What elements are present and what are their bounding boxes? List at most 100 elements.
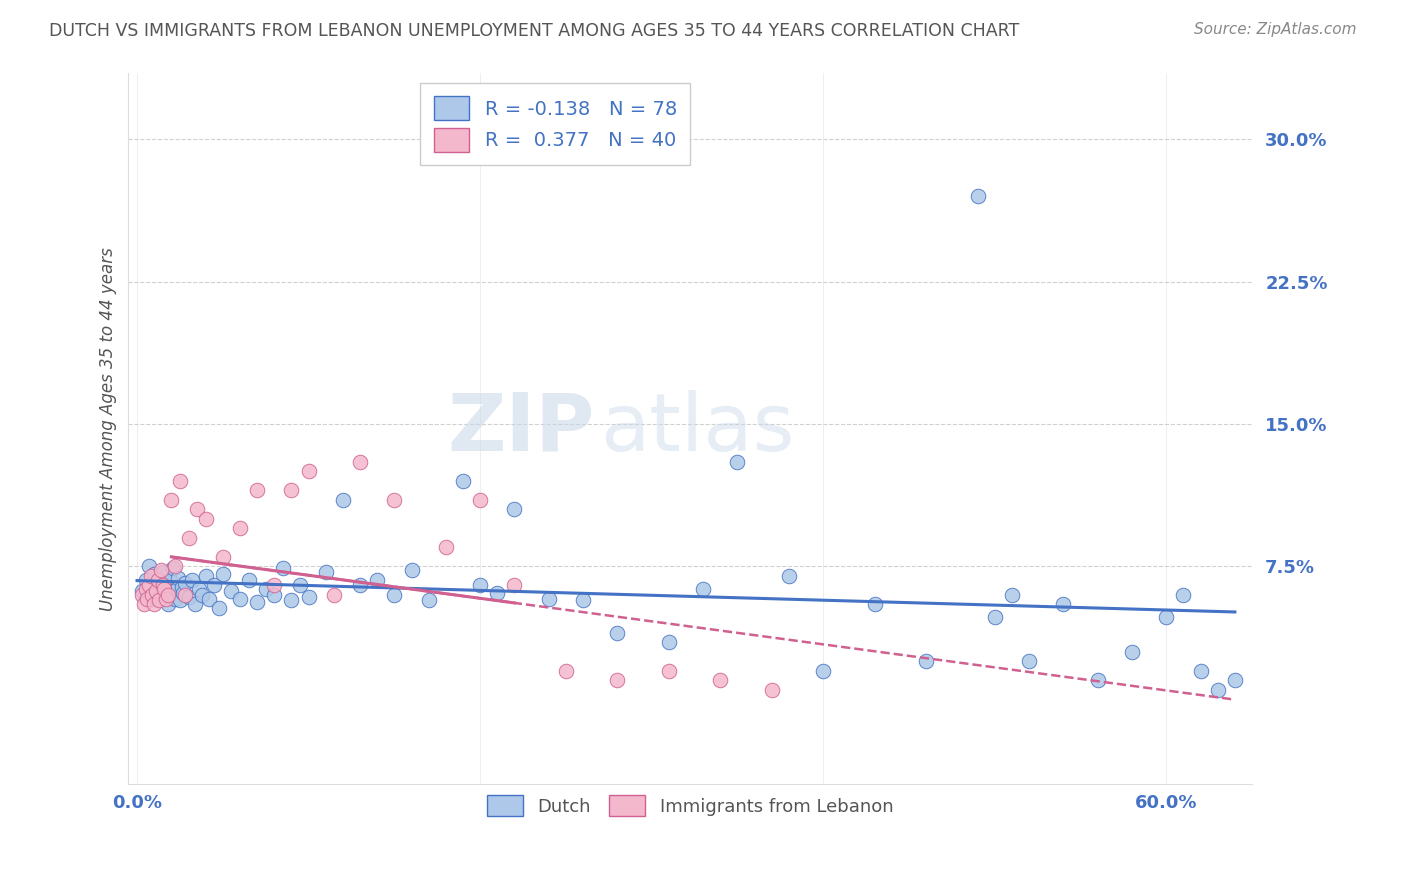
Legend: Dutch, Immigrants from Lebanon: Dutch, Immigrants from Lebanon xyxy=(478,786,903,825)
Point xyxy=(1052,597,1074,611)
Point xyxy=(966,189,988,203)
Point xyxy=(366,573,388,587)
Point xyxy=(1154,610,1177,624)
Point xyxy=(136,591,159,606)
Point xyxy=(187,582,209,596)
Point xyxy=(468,492,491,507)
Text: ZIP: ZIP xyxy=(447,390,595,467)
Point xyxy=(983,610,1005,624)
Point xyxy=(1001,588,1024,602)
Point xyxy=(725,455,748,469)
Point xyxy=(229,591,252,606)
Point xyxy=(198,591,221,606)
Text: Source: ZipAtlas.com: Source: ZipAtlas.com xyxy=(1194,22,1357,37)
Point xyxy=(145,583,167,598)
Point xyxy=(177,590,200,604)
Point xyxy=(138,578,160,592)
Point xyxy=(169,593,191,607)
Point xyxy=(418,593,440,607)
Point xyxy=(194,568,217,582)
Point xyxy=(537,591,560,606)
Point xyxy=(315,565,337,579)
Point xyxy=(132,597,155,611)
Point xyxy=(349,578,371,592)
Point xyxy=(863,597,886,611)
Point xyxy=(139,591,162,606)
Point xyxy=(658,635,681,649)
Point xyxy=(246,483,269,498)
Point xyxy=(606,625,628,640)
Point xyxy=(263,588,285,602)
Point xyxy=(229,521,252,535)
Point xyxy=(135,582,157,596)
Point xyxy=(131,583,153,598)
Point xyxy=(208,601,231,615)
Point xyxy=(166,582,188,596)
Point xyxy=(811,664,834,678)
Point xyxy=(297,464,319,478)
Point xyxy=(141,578,163,592)
Point xyxy=(401,563,423,577)
Y-axis label: Unemployment Among Ages 35 to 44 years: Unemployment Among Ages 35 to 44 years xyxy=(100,247,117,611)
Point xyxy=(246,595,269,609)
Point xyxy=(155,591,177,606)
Point xyxy=(170,580,193,594)
Point xyxy=(184,597,207,611)
Point xyxy=(160,583,183,598)
Point xyxy=(202,578,225,592)
Point xyxy=(1018,654,1040,668)
Point xyxy=(146,573,169,587)
Point xyxy=(761,682,783,697)
Point xyxy=(153,582,176,596)
Point xyxy=(136,588,159,602)
Point xyxy=(172,586,194,600)
Point xyxy=(271,561,294,575)
Point xyxy=(150,563,173,577)
Point xyxy=(1189,664,1212,678)
Point xyxy=(148,593,170,607)
Point xyxy=(297,590,319,604)
Point xyxy=(174,588,197,602)
Point xyxy=(709,673,731,687)
Point xyxy=(254,582,277,596)
Point xyxy=(152,565,174,579)
Point xyxy=(606,673,628,687)
Point xyxy=(468,578,491,592)
Point xyxy=(148,574,170,589)
Point xyxy=(163,591,186,606)
Point xyxy=(143,566,166,581)
Point xyxy=(169,474,191,488)
Point xyxy=(238,573,260,587)
Point xyxy=(1121,645,1143,659)
Point xyxy=(163,559,186,574)
Point xyxy=(150,590,173,604)
Point xyxy=(382,492,405,507)
Point xyxy=(186,502,208,516)
Point xyxy=(332,492,354,507)
Point xyxy=(167,571,190,585)
Point xyxy=(280,593,302,607)
Point xyxy=(156,588,179,602)
Point xyxy=(194,512,217,526)
Point xyxy=(159,573,181,587)
Point xyxy=(658,664,681,678)
Point xyxy=(162,561,184,575)
Point xyxy=(349,455,371,469)
Point xyxy=(434,541,457,555)
Point xyxy=(1223,673,1246,687)
Point xyxy=(139,568,162,582)
Point xyxy=(288,578,311,592)
Point xyxy=(191,588,214,602)
Point xyxy=(263,578,285,592)
Point xyxy=(382,588,405,602)
Point xyxy=(572,593,595,607)
Point xyxy=(152,578,174,592)
Point xyxy=(451,474,474,488)
Point xyxy=(143,597,166,611)
Point xyxy=(146,591,169,606)
Point xyxy=(211,566,233,581)
Point xyxy=(131,588,153,602)
Point xyxy=(1087,673,1109,687)
Point xyxy=(692,582,714,596)
Point xyxy=(155,588,177,602)
